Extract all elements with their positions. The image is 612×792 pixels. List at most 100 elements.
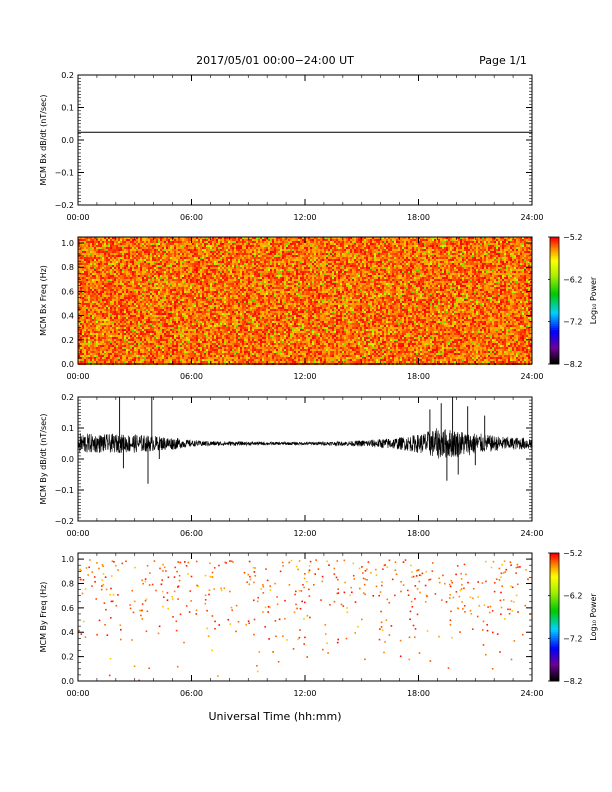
spectrogram-cell bbox=[148, 283, 150, 285]
spectrogram-cell bbox=[84, 247, 86, 249]
spectrogram-cell bbox=[88, 275, 90, 277]
spectrogram-cell bbox=[178, 297, 180, 299]
spectrogram-cell bbox=[106, 245, 108, 247]
spectrogram-cell bbox=[196, 237, 198, 239]
spectrogram-cell bbox=[180, 289, 182, 291]
spectrogram-cell bbox=[200, 349, 202, 351]
spectrogram-cell bbox=[100, 239, 102, 241]
spectrogram-cell bbox=[200, 259, 202, 261]
spectrogram-cell bbox=[216, 285, 218, 287]
spectrogram-cell bbox=[186, 355, 188, 357]
spectrogram-cell bbox=[136, 349, 138, 351]
spectrogram-cell bbox=[198, 255, 200, 257]
spectrogram-cell bbox=[166, 249, 168, 251]
spectrogram-cell bbox=[128, 249, 130, 251]
spectrogram-cell bbox=[112, 327, 114, 329]
spectrogram-cell bbox=[212, 357, 214, 359]
spectrogram-cell bbox=[138, 289, 140, 291]
spectrogram-cell bbox=[208, 245, 210, 247]
spectrogram-cell bbox=[96, 353, 98, 355]
spectrogram-cell bbox=[218, 279, 220, 281]
spectrogram-cell bbox=[206, 271, 208, 273]
spectrogram-cell bbox=[160, 237, 162, 239]
spectrogram-cell bbox=[156, 281, 158, 283]
spectrogram-cell bbox=[222, 255, 224, 257]
spectrogram-cell bbox=[136, 281, 138, 283]
spectrogram-cell bbox=[132, 295, 134, 297]
spectrogram-cell bbox=[164, 321, 166, 323]
spectrogram-cell bbox=[198, 303, 200, 305]
spectrogram-cell bbox=[158, 311, 160, 313]
spectrogram-cell bbox=[100, 289, 102, 291]
spectrogram-cell bbox=[98, 293, 100, 295]
spectrogram-cell bbox=[138, 347, 140, 349]
spectrogram-cell bbox=[78, 265, 80, 267]
spectrogram-cell bbox=[138, 343, 140, 345]
spectrogram-cell bbox=[156, 295, 158, 297]
spectrogram-cell bbox=[188, 321, 190, 323]
spectrogram-cell bbox=[84, 315, 86, 317]
spectrogram-cell bbox=[208, 325, 210, 327]
spectrogram-cell bbox=[92, 269, 94, 271]
spectrogram-cell bbox=[126, 297, 128, 299]
spectrogram-cell bbox=[110, 305, 112, 307]
spectrogram-cell bbox=[204, 289, 206, 291]
spectrogram-cell bbox=[150, 335, 152, 337]
spectrogram-cell bbox=[116, 349, 118, 351]
spectrogram-cell bbox=[98, 307, 100, 309]
spectrogram-cell bbox=[88, 343, 90, 345]
spectrogram-cell bbox=[196, 253, 198, 255]
spectrogram-cell bbox=[206, 361, 208, 363]
spectrogram-cell bbox=[194, 315, 196, 317]
spectrogram-cell bbox=[100, 313, 102, 315]
spectrogram-cell bbox=[206, 329, 208, 331]
spectrogram-cell bbox=[106, 283, 108, 285]
spectrogram-cell bbox=[132, 283, 134, 285]
spectrogram-cell bbox=[144, 247, 146, 249]
spectrogram-cell bbox=[142, 253, 144, 255]
spectrogram-cell bbox=[158, 269, 160, 271]
spectrogram-cell bbox=[114, 361, 116, 363]
spectrogram-cell bbox=[156, 265, 158, 267]
spectrogram-cell bbox=[116, 355, 118, 357]
spectrogram-cell bbox=[182, 299, 184, 301]
spectrogram-cell bbox=[78, 321, 80, 323]
spectrogram-cell bbox=[122, 337, 124, 339]
spectrogram-cell bbox=[202, 361, 204, 363]
spectrogram-cell bbox=[90, 255, 92, 257]
spectrogram-cell bbox=[222, 349, 224, 351]
spectrogram-cell bbox=[158, 307, 160, 309]
spectrogram-cell bbox=[128, 261, 130, 263]
spectrogram-cell bbox=[168, 299, 170, 301]
spectrogram-cell bbox=[200, 319, 202, 321]
spectrogram-cell bbox=[164, 287, 166, 289]
spectrogram-cell bbox=[136, 279, 138, 281]
spectrogram-cell bbox=[174, 329, 176, 331]
spectrogram-cell bbox=[150, 317, 152, 319]
spectrogram-cell bbox=[162, 295, 164, 297]
spectrogram-cell bbox=[168, 301, 170, 303]
spectrogram-cell bbox=[140, 361, 142, 363]
spectrogram-cell bbox=[176, 331, 178, 333]
spectrogram-cell bbox=[226, 311, 228, 313]
spectrogram-cell bbox=[226, 301, 228, 303]
spectrogram-cell bbox=[128, 239, 130, 241]
spectrogram-cell bbox=[118, 291, 120, 293]
spectrogram-cell bbox=[120, 353, 122, 355]
spectrogram-cell bbox=[172, 267, 174, 269]
spectrogram-cell bbox=[94, 361, 96, 363]
spectrogram-cell bbox=[104, 273, 106, 275]
spectrogram-cell bbox=[104, 261, 106, 263]
spectrogram-cell bbox=[80, 301, 82, 303]
spectrogram-cell bbox=[178, 247, 180, 249]
spectrogram-cell bbox=[204, 247, 206, 249]
spectrogram-cell bbox=[94, 263, 96, 265]
spectrogram-cell bbox=[166, 263, 168, 265]
spectrogram-cell bbox=[208, 237, 210, 239]
spectrogram-cell bbox=[158, 257, 160, 259]
spectrogram-cell bbox=[200, 307, 202, 309]
spectrogram-cell bbox=[144, 359, 146, 361]
spectrogram-cell bbox=[96, 297, 98, 299]
spectrogram-cell bbox=[122, 331, 124, 333]
spectrogram-cell bbox=[110, 327, 112, 329]
